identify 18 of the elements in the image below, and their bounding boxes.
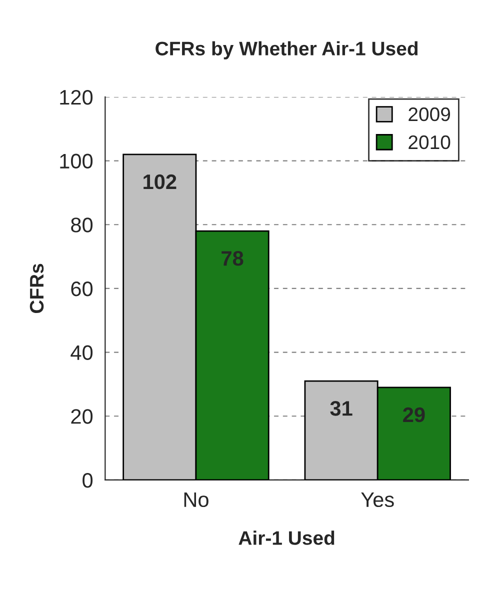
y-tick-label: 100 (60, 154, 93, 169)
chart-title: CFRs by Whether Air-1 Used (156, 41, 418, 60)
x-axis-title: Air-1 Used (238, 530, 334, 545)
y-tick-label: 80 (71, 218, 93, 232)
data-label: 31 (330, 401, 352, 416)
data-label: 102 (144, 174, 176, 190)
y-tick-label: 120 (60, 90, 93, 105)
x-tick-label: No (184, 492, 208, 508)
y-tick-label: 20 (71, 409, 93, 424)
data-label: 78 (222, 251, 244, 266)
y-tick-label: 40 (70, 345, 93, 360)
y-axis-title: CFRs (30, 264, 44, 314)
y-tick-label: 60 (71, 281, 93, 296)
y-tick-label: 0 (82, 472, 93, 488)
data-label: 29 (403, 407, 425, 422)
x-tick-label: Yes (361, 492, 394, 508)
legend-label: 2009 (408, 107, 450, 122)
legend-label: 2010 (408, 135, 450, 150)
